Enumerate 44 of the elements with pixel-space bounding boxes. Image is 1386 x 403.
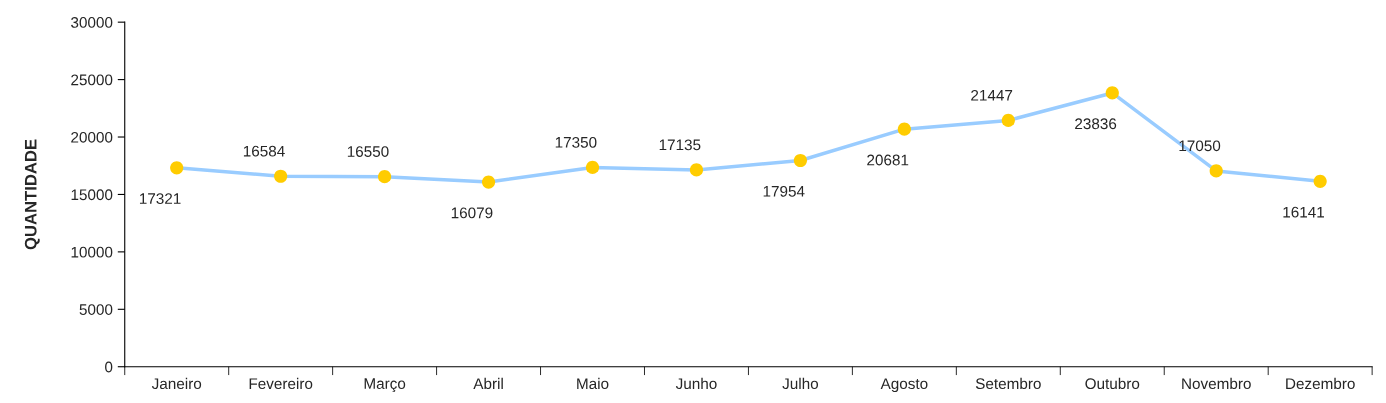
point bbox=[897, 122, 911, 136]
data-label: 17050 bbox=[1179, 140, 1221, 152]
x-tick-label: Agosto bbox=[880, 378, 928, 393]
x-tick-label: Dezembro bbox=[1286, 377, 1355, 390]
x-tick-label: Outubro bbox=[1085, 377, 1140, 390]
y-tick-label: 10000 bbox=[71, 246, 113, 258]
point bbox=[1209, 164, 1223, 178]
x-tick-label: Janeiro bbox=[151, 377, 202, 390]
point bbox=[481, 175, 496, 189]
data-label: 16079 bbox=[451, 207, 493, 219]
data-label: 17350 bbox=[555, 136, 597, 148]
y-tick-label: 20000 bbox=[71, 131, 113, 143]
data-label: 23836 bbox=[1075, 118, 1117, 130]
x-tick-label: Fevereiro bbox=[249, 377, 313, 390]
data-label: 16584 bbox=[243, 145, 285, 157]
point bbox=[274, 169, 288, 183]
data-label: 21447 bbox=[971, 89, 1013, 101]
x-tick-label: Junho bbox=[675, 377, 717, 390]
y-tick-label: 30000 bbox=[71, 17, 113, 28]
data-label: 17321 bbox=[139, 193, 181, 205]
point bbox=[793, 153, 807, 168]
y-tick-label: 25000 bbox=[71, 74, 113, 86]
point bbox=[1313, 174, 1327, 188]
point bbox=[170, 161, 184, 175]
y-axis-title: QUANTIDADE bbox=[24, 139, 40, 250]
x-tick-label: Março bbox=[364, 378, 406, 393]
x-tick-label: Setembro bbox=[975, 377, 1041, 390]
point bbox=[689, 163, 704, 177]
data-label: 20681 bbox=[867, 154, 909, 166]
point bbox=[585, 160, 600, 175]
data-label: 17954 bbox=[763, 185, 805, 197]
data-label: 17135 bbox=[659, 139, 701, 151]
point bbox=[1001, 113, 1015, 127]
y-tick-label: 5000 bbox=[79, 304, 113, 315]
point bbox=[1105, 86, 1119, 100]
y-tick-label: 15000 bbox=[71, 189, 113, 201]
x-tick-label: Abril bbox=[473, 377, 503, 390]
point bbox=[378, 170, 392, 184]
y-tick-label: 0 bbox=[105, 361, 113, 373]
data-label: 16550 bbox=[347, 146, 389, 157]
x-tick-label: Julho bbox=[782, 377, 819, 390]
x-tick-label: Maio bbox=[577, 377, 609, 390]
x-tick-label: Novembro bbox=[1182, 377, 1251, 390]
data-label: 16141 bbox=[1283, 206, 1324, 218]
